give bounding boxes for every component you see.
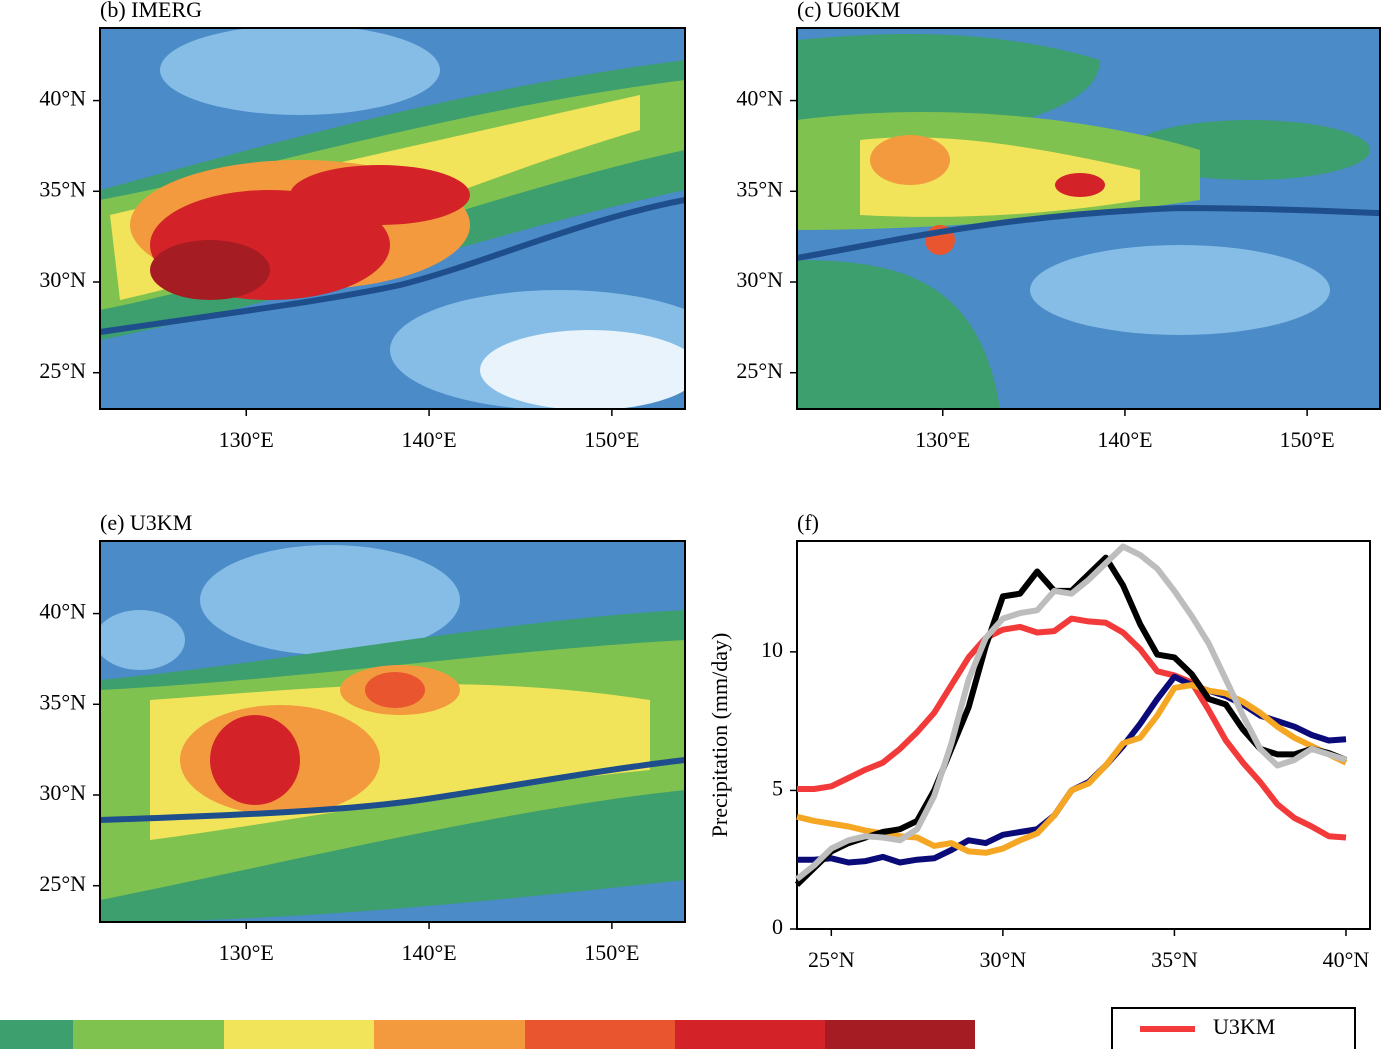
series-line [795, 543, 1347, 882]
axes-frame [796, 540, 1371, 930]
map-field [100, 28, 685, 409]
axes-frame [99, 27, 686, 410]
y-tick-label: 25°N [39, 871, 86, 896]
map-field [100, 541, 685, 922]
x-tick-label: 130°E [219, 940, 274, 965]
x-tick-label: 140°E [401, 427, 456, 452]
y-tick-label: 0 [772, 914, 783, 939]
y-tick-label: 25°N [736, 358, 783, 383]
y-tick-label: 5 [772, 775, 783, 800]
map-field [797, 28, 1380, 409]
panel-title: (f) [797, 510, 819, 535]
panel-title: (b) IMERG [100, 0, 202, 22]
x-tick-label: 150°E [1280, 427, 1335, 452]
x-tick-label: 30°N [980, 947, 1027, 972]
y-tick-label: 30°N [736, 267, 783, 292]
x-tick-label: 140°E [1097, 427, 1152, 452]
x-tick-label: 150°E [584, 427, 639, 452]
panel-title: (c) U60KM [797, 0, 900, 22]
x-tick-label: 25°N [808, 947, 855, 972]
y-tick-label: 10 [761, 637, 783, 662]
x-tick-label: 40°N [1323, 947, 1370, 972]
legend-label: U3KM [1213, 1014, 1275, 1039]
y-tick-label: 40°N [736, 86, 783, 111]
y-tick-label: 35°N [39, 689, 86, 714]
series-line [796, 682, 1348, 856]
y-tick-label: 25°N [39, 358, 86, 383]
y-tick-label: 35°N [736, 176, 783, 201]
x-tick-label: 150°E [584, 940, 639, 965]
colorbar [0, 1020, 975, 1049]
y-tick-label: 40°N [39, 599, 86, 624]
x-tick-label: 130°E [915, 427, 970, 452]
legend-box [1111, 1007, 1356, 1049]
axes-frame [796, 27, 1381, 410]
axes-frame [99, 540, 686, 923]
x-tick-label: 140°E [401, 940, 456, 965]
y-tick-label: 35°N [39, 176, 86, 201]
y-axis-label: Precipitation (mm/day) [707, 633, 732, 838]
x-tick-label: 130°E [219, 427, 274, 452]
y-tick-label: 30°N [39, 267, 86, 292]
series-line [797, 615, 1347, 841]
y-tick-label: 40°N [39, 86, 86, 111]
x-tick-label: 35°N [1151, 947, 1198, 972]
panel-title: (e) U3KM [100, 510, 192, 535]
y-tick-label: 30°N [39, 780, 86, 805]
